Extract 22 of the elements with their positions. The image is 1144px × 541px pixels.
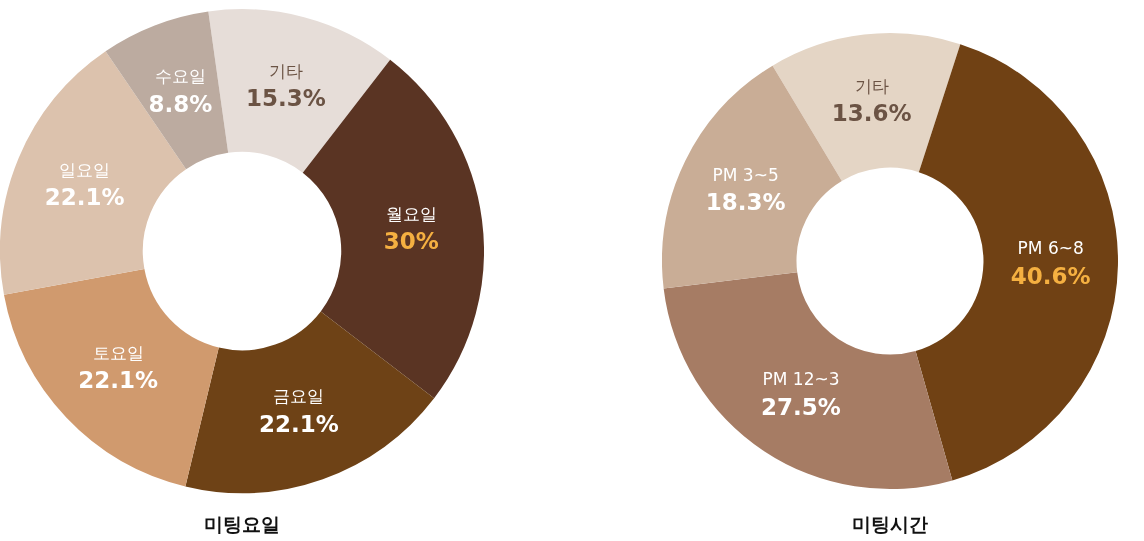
slice-label: 기타 — [854, 75, 889, 96]
slice-label: PM 3~5 — [712, 164, 779, 185]
data-label: 13.6% — [831, 100, 912, 127]
data-label: 8.8% — [148, 90, 213, 117]
data-label: 40.6% — [1010, 262, 1091, 289]
slice-label: PM 6~8 — [1017, 238, 1084, 259]
data-label: 27.5% — [761, 393, 841, 420]
text: 미팅시간 — [852, 512, 928, 535]
slice-label: 기타 — [268, 60, 303, 81]
slice-label: 월요일 — [385, 203, 437, 224]
text: 미팅요일 — [204, 512, 280, 535]
data-label: 15.3% — [245, 85, 326, 112]
data-label: 30% — [383, 228, 439, 255]
slice-label: 금요일 — [273, 386, 325, 407]
data-label: 22.1% — [44, 184, 125, 211]
slice-label: 토요일 — [92, 342, 144, 363]
data-label: 22.1% — [78, 367, 158, 394]
data-label: 22.1% — [259, 410, 339, 437]
data-label: 18.3% — [705, 189, 786, 216]
slice-label: 수요일 — [154, 66, 206, 87]
slice-label: 일요일 — [59, 159, 111, 180]
slice-label: PM 12~3 — [762, 369, 840, 390]
